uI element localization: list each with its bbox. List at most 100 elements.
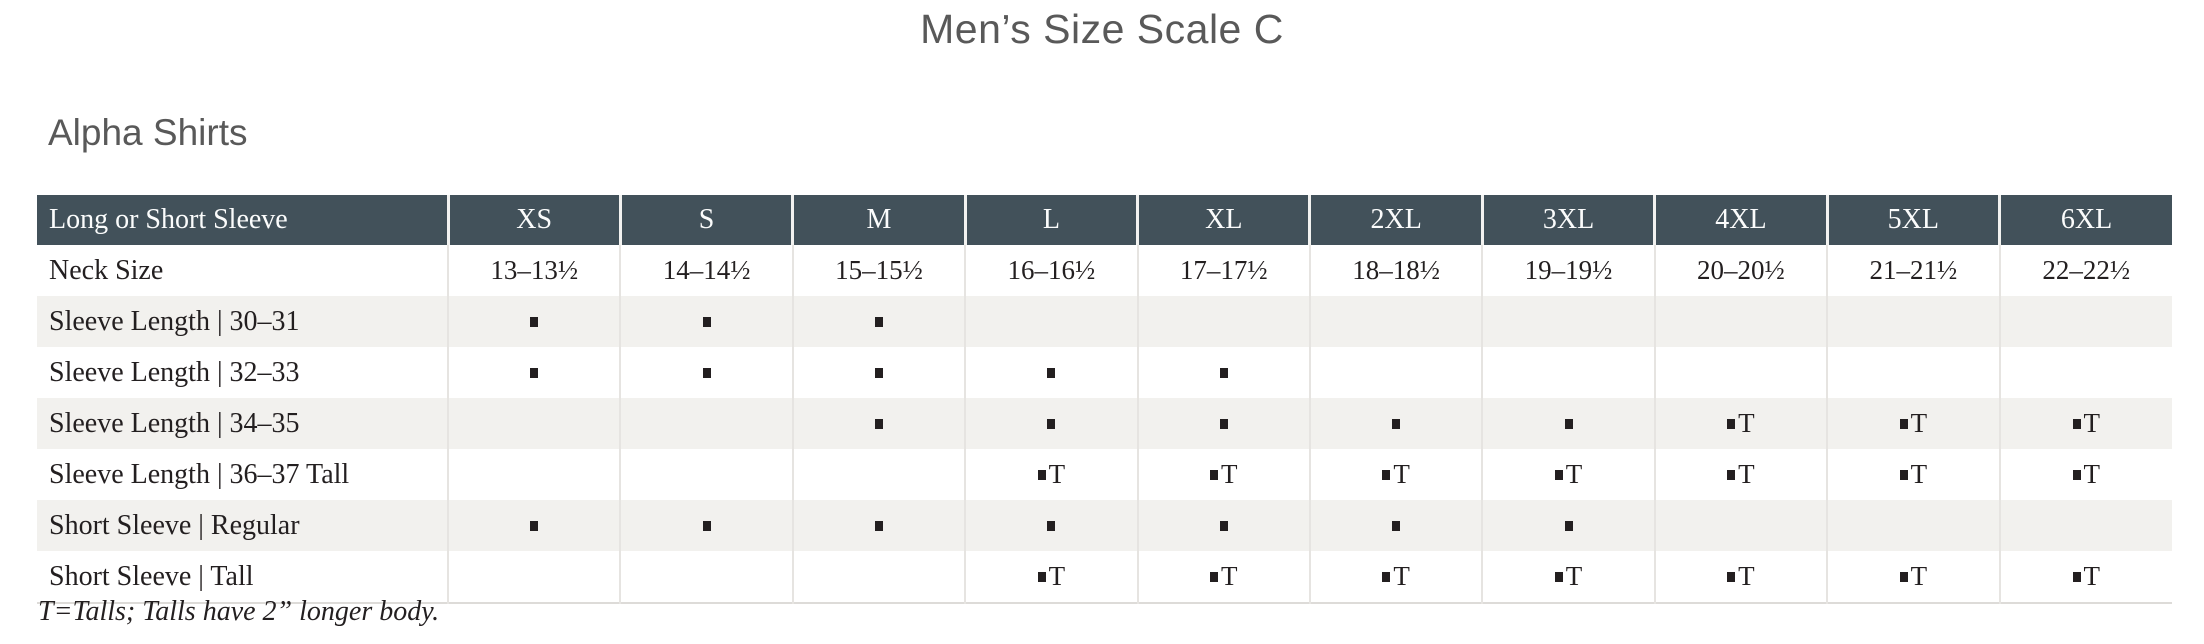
availability-cell xyxy=(619,449,793,500)
neck-size-cell: 22–22½ xyxy=(1998,245,2172,296)
availability-cell: T xyxy=(1653,398,1828,449)
availability-cell xyxy=(791,449,966,500)
size-column-header: 4XL xyxy=(1653,195,1828,245)
small-black-square-icon xyxy=(874,317,883,328)
tall-indicator: T xyxy=(1910,459,1928,489)
small-black-square-icon xyxy=(702,521,711,532)
tall-indicator: T xyxy=(1221,459,1238,489)
small-black-square-icon xyxy=(1047,521,1056,532)
tall-indicator: T xyxy=(1393,459,1410,489)
availability-cell xyxy=(791,347,966,398)
small-black-square-icon xyxy=(1392,419,1401,430)
availability-cell: T xyxy=(1308,449,1483,500)
availability-cell xyxy=(1308,398,1483,449)
availability-cell xyxy=(619,500,793,551)
availability-cell xyxy=(446,551,621,603)
availability-cell: T xyxy=(1826,449,2000,500)
small-black-square-icon xyxy=(1899,419,1908,430)
availability-cell xyxy=(1826,296,2000,347)
table-row: Sleeve Length | 36–37 Tall T T T T T T T xyxy=(37,449,2172,500)
page-title: Men’s Size Scale C xyxy=(920,6,1284,52)
small-black-square-icon xyxy=(530,368,539,379)
availability-cell xyxy=(1136,296,1310,347)
availability-cell xyxy=(1826,500,2000,551)
small-black-square-icon xyxy=(874,521,883,532)
availability-cell xyxy=(1308,296,1483,347)
row-label: Sleeve Length | 30–31 xyxy=(49,305,300,337)
size-header-row: Long or Short Sleeve XS S M L XL 2XL 3XL 4XL 5XL… xyxy=(37,195,2172,245)
row-label: Short Sleeve | Tall xyxy=(49,560,254,592)
size-column-header: S xyxy=(618,195,793,245)
availability-cell xyxy=(791,500,966,551)
small-black-square-icon xyxy=(1554,572,1563,583)
tall-indicator: T xyxy=(1738,561,1755,591)
size-column-header: 3XL xyxy=(1480,195,1655,245)
availability-cell: T xyxy=(1826,398,2000,449)
availability-cell xyxy=(964,398,1138,449)
size-column-header: XS xyxy=(446,195,621,245)
availability-cell: T xyxy=(1481,449,1655,500)
small-black-square-icon xyxy=(874,419,883,430)
availability-cell xyxy=(1136,347,1310,398)
availability-cell xyxy=(1653,296,1828,347)
neck-size-cell: 21–21½ xyxy=(1826,245,2000,296)
availability-cell xyxy=(1481,347,1655,398)
neck-size-cell: 14–14½ xyxy=(619,245,793,296)
small-black-square-icon xyxy=(1382,572,1391,583)
footnote: T=Talls; Talls have 2” longer body. xyxy=(38,596,440,627)
availability-cell xyxy=(1998,296,2172,347)
size-column-header: 2XL xyxy=(1308,195,1483,245)
availability-cell xyxy=(446,500,621,551)
table-row: Sleeve Length | 34–35 T T T xyxy=(37,398,2172,449)
availability-cell xyxy=(1136,500,1310,551)
alpha-shirts-size-table: Long or Short Sleeve XS S M L XL 2XL 3XL 4XL 5XL… xyxy=(37,195,2172,604)
tall-indicator: T xyxy=(2083,408,2101,438)
availability-cell xyxy=(1481,500,1655,551)
tall-indicator: T xyxy=(1738,408,1755,438)
small-black-square-icon xyxy=(1219,368,1228,379)
tall-indicator: T xyxy=(1910,561,1928,591)
availability-cell xyxy=(619,398,793,449)
availability-cell xyxy=(1826,347,2000,398)
tall-indicator: T xyxy=(1393,561,1410,591)
size-column-header: 5XL xyxy=(1825,195,2000,245)
small-black-square-icon xyxy=(874,368,883,379)
availability-cell xyxy=(1308,500,1483,551)
availability-cell: T xyxy=(1826,551,2000,603)
tall-indicator: T xyxy=(1738,459,1755,489)
small-black-square-icon xyxy=(702,317,711,328)
small-black-square-icon xyxy=(1210,572,1218,583)
size-column-header: XL xyxy=(1136,195,1310,245)
small-black-square-icon xyxy=(530,521,539,532)
neck-size-cell: 18–18½ xyxy=(1308,245,1483,296)
availability-cell: T xyxy=(1998,449,2172,500)
availability-cell xyxy=(964,500,1138,551)
size-column-header: 6XL xyxy=(1998,195,2172,245)
availability-cell xyxy=(1653,500,1828,551)
table-row: Neck Size 13–13½ 14–14½ 15–15½ 16–16½ 17–17½ 1… xyxy=(37,245,2172,296)
small-black-square-icon xyxy=(1219,521,1228,532)
tall-indicator: T xyxy=(2083,459,2101,489)
availability-cell xyxy=(446,347,621,398)
availability-cell: T xyxy=(1653,551,1828,603)
availability-cell: T xyxy=(964,449,1138,500)
row-label: Sleeve Length | 34–35 xyxy=(49,407,300,439)
neck-size-cell: 13–13½ xyxy=(446,245,621,296)
small-black-square-icon xyxy=(1554,470,1563,481)
table-row: Sleeve Length | 32–33 xyxy=(37,347,2172,398)
small-black-square-icon xyxy=(2072,419,2081,430)
availability-cell: T xyxy=(1481,551,1655,603)
small-black-square-icon xyxy=(1392,521,1401,532)
availability-cell xyxy=(1481,296,1655,347)
small-black-square-icon xyxy=(1037,470,1046,481)
availability-cell xyxy=(1136,398,1310,449)
availability-cell xyxy=(1998,500,2172,551)
size-column-header: M xyxy=(791,195,966,245)
availability-cell xyxy=(619,347,793,398)
section-title: Alpha Shirts xyxy=(48,112,248,153)
availability-cell xyxy=(1481,398,1655,449)
small-black-square-icon xyxy=(1899,470,1908,481)
availability-cell xyxy=(791,398,966,449)
row-label: Sleeve Length | 32–33 xyxy=(49,356,300,388)
